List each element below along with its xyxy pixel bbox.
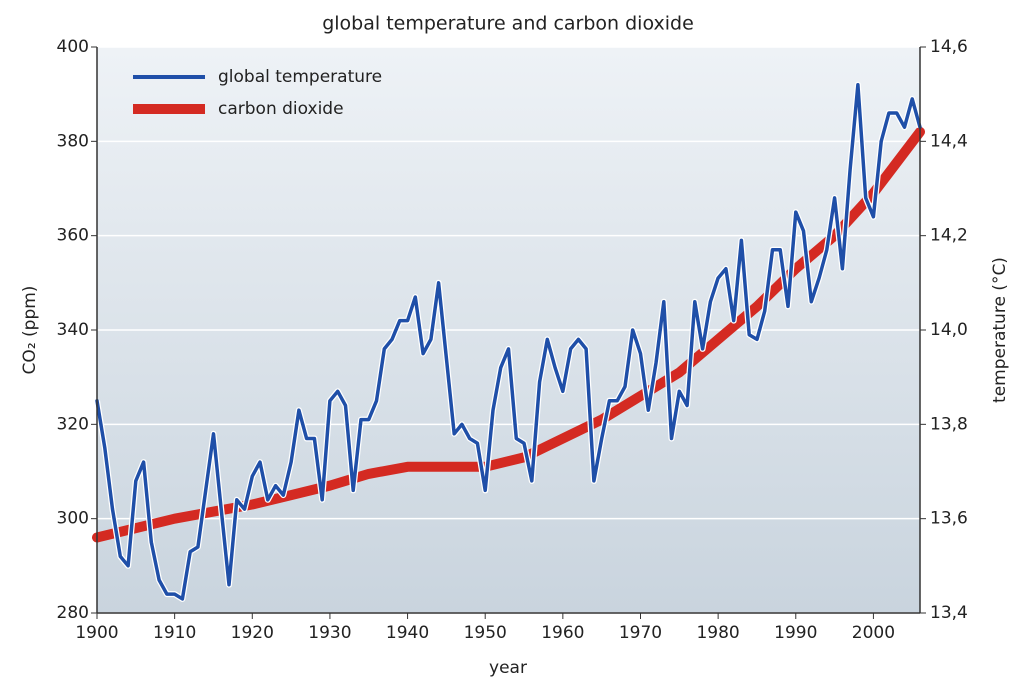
y2-tick-label: 13,8 (930, 414, 968, 434)
x-axis-label: year (489, 658, 527, 678)
x-tick-label: 1960 (541, 623, 584, 643)
x-tick-label: 1910 (153, 623, 196, 643)
line (95, 82, 922, 601)
x-tick-label: 1950 (464, 623, 507, 643)
y-tick-label: 300 (57, 509, 89, 529)
y-tick-label: 360 (57, 226, 89, 246)
y2-tick-label: 14,0 (930, 320, 968, 340)
y-tick-label: 280 (57, 603, 89, 623)
x-tick-label: 1930 (308, 623, 351, 643)
legend-label: global temperature (218, 67, 382, 87)
line (92, 126, 925, 543)
y-tick-label: 340 (57, 320, 89, 340)
x-tick-label: 1980 (696, 623, 739, 643)
y-tick-label: 400 (57, 37, 89, 57)
y2-axis-label: temperature (°C) (990, 257, 1010, 403)
y2-tick-label: 14,6 (930, 37, 968, 57)
chart-title: global temperature and carbon dioxide (322, 13, 694, 35)
y-tick-label: 380 (57, 131, 89, 151)
x-tick-label: 1990 (774, 623, 817, 643)
legend-label: carbon dioxide (218, 99, 344, 119)
y2-tick-label: 13,4 (930, 603, 968, 623)
y-tick-label: 320 (57, 414, 89, 434)
y2-tick-label: 14,4 (930, 131, 968, 151)
y2-tick-label: 13,6 (930, 509, 968, 529)
y-axis-label: CO₂ (ppm) (20, 286, 40, 375)
x-tick-label: 1920 (231, 623, 274, 643)
x-tick-label: 1970 (619, 623, 662, 643)
y2-tick-label: 14,2 (930, 226, 968, 246)
x-tick-label: 2000 (852, 623, 895, 643)
x-tick-label: 1900 (75, 623, 118, 643)
x-tick-label: 1940 (386, 623, 429, 643)
